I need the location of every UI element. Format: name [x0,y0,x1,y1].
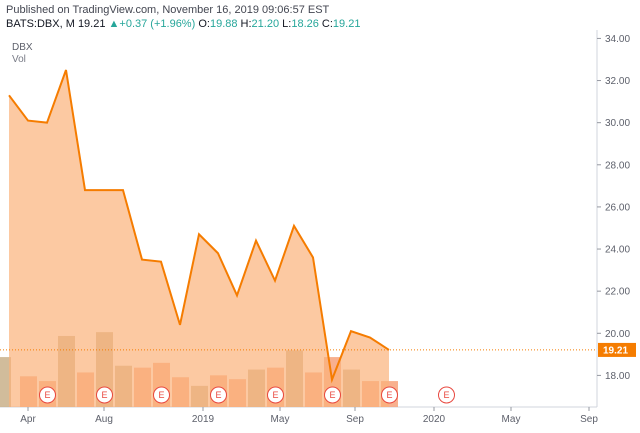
open-value: 19.88 [209,18,238,30]
earnings-marker [96,386,113,404]
x-tick-label: Apr [20,414,36,425]
earnings-label: E [444,390,450,400]
high-label: H: [240,18,252,30]
close-label: C: [321,18,333,30]
y-tick-label: 18.00 [605,371,630,382]
legend-volume: Vol [12,54,26,65]
earnings-label: E [45,390,51,400]
published-line: Published on TradingView.com, November 1… [6,4,330,16]
earnings-marker [267,386,284,404]
low-label: L: [282,18,292,30]
earnings-marker [39,386,56,404]
y-tick-label: 24.00 [605,245,630,256]
earnings-label: E [159,390,165,400]
close-value: 19.21 [332,18,361,30]
legend-symbol: DBX [12,42,33,53]
symbol-line: BATS:DBX, M [6,18,75,30]
price-line [8,69,390,384]
earnings-marker [153,386,170,404]
last-price: 19.21 [77,18,106,30]
earnings-label: E [216,390,222,400]
x-tick-label: May [502,414,521,425]
change: +0.37 (+1.96%) [119,18,196,30]
y-tick-label: 20.00 [605,329,630,340]
low-value: 18.26 [291,18,319,30]
x-tick-label: Sep [580,414,598,425]
high-value: 21.20 [251,18,280,30]
earnings-label: E [330,390,336,400]
ohlc-line: BATS:DBX, M 19.21 ▲+0.37 (+1.96%) O:19.8… [6,18,360,30]
x-tick-label: May [271,414,290,425]
earnings-marker [210,386,227,404]
y-tick-label: 22.00 [605,287,630,298]
earnings-marker [324,386,341,404]
earnings-label: E [102,390,108,400]
last-price-tag [598,342,636,357]
y-tick-label: 32.00 [605,76,630,87]
x-tick-label: Aug [95,414,113,425]
open-label: O: [198,18,210,30]
earnings-label: E [273,390,279,400]
x-tick-label: Sep [346,414,364,425]
last-price-label: 19.21 [603,345,628,356]
earnings-marker [381,386,398,404]
y-tick-label: 34.00 [605,34,630,45]
change-arrow: ▲ [108,18,120,30]
x-tick-label: 2020 [423,414,446,425]
earnings-marker [438,386,455,404]
y-tick-label: 28.00 [605,160,630,171]
y-tick-label: 30.00 [605,118,630,129]
volume-bar [0,357,11,407]
earnings-label: E [387,390,393,400]
y-tick-label: 26.00 [605,202,630,213]
x-tick-label: 2019 [192,414,215,425]
